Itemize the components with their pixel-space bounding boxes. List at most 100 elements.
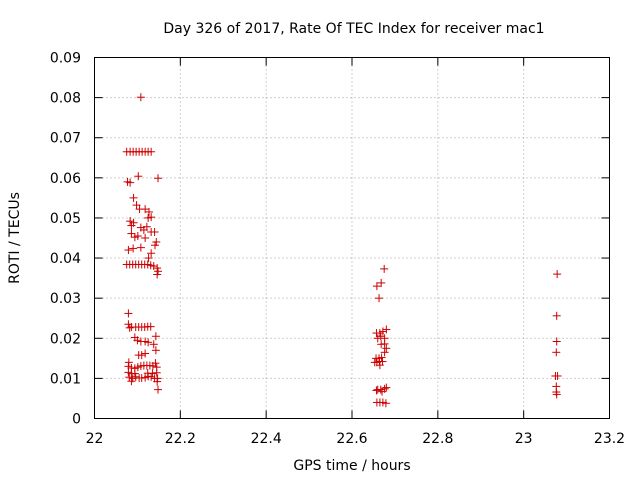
data-point [144, 213, 153, 222]
x-tick-label: 22 [86, 431, 104, 447]
y-tick: 0.06 [50, 171, 610, 187]
x-tick: 22.2 [165, 57, 196, 447]
data-point [147, 372, 156, 381]
data-point [129, 244, 138, 253]
chart-title: Day 326 of 2017, Rate Of TEC Index for r… [163, 21, 544, 37]
data-point [552, 311, 561, 320]
y-tick: 0.05 [50, 211, 610, 227]
data-point [152, 368, 161, 377]
data-point [151, 332, 160, 341]
data-point [382, 383, 391, 392]
x-tick: 23.2 [594, 57, 625, 447]
data-point [124, 246, 133, 255]
data-point [137, 351, 146, 360]
data-point [127, 377, 136, 386]
x-tick: 22.8 [422, 57, 453, 447]
data-point [376, 332, 385, 341]
x-axis-label: GPS time / hours [293, 458, 410, 474]
data-point [141, 349, 150, 358]
data-point [133, 336, 142, 345]
data-point [148, 369, 157, 378]
data-point [154, 267, 163, 276]
data-point [376, 385, 385, 394]
data-point [380, 348, 389, 357]
y-tick-label: 0 [72, 412, 81, 428]
data-point [552, 337, 561, 346]
y-tick: 0.01 [50, 371, 610, 387]
data-point [154, 174, 163, 183]
data-point [154, 385, 163, 394]
data-point [131, 372, 140, 381]
data-point [126, 178, 135, 187]
data-point [124, 309, 133, 318]
y-tick: 0.07 [50, 131, 610, 147]
x-tick-label: 22.6 [336, 431, 367, 447]
data-point [553, 270, 562, 279]
y-tick: 0.08 [50, 91, 610, 107]
y-axis: 0 0.01 0.02 0.03 0.04 0.05 0.06 0.07 0.08 0.09 [50, 51, 610, 428]
data-point [132, 201, 141, 210]
data-point [382, 325, 391, 334]
data-point [127, 229, 136, 238]
data-point [378, 327, 387, 336]
data-point [136, 93, 145, 102]
data-point [377, 353, 386, 362]
data-point [153, 270, 162, 279]
data-point [136, 243, 145, 252]
data-point [141, 234, 150, 242]
x-tick: 22.4 [251, 57, 282, 447]
grid-lines [94, 57, 610, 419]
data-point [380, 264, 389, 273]
data-point [381, 399, 390, 408]
data-point [150, 227, 159, 236]
data-point [375, 294, 384, 303]
x-tick-label: 22.8 [422, 431, 453, 447]
data-point [552, 390, 561, 399]
y-tick-label: 0.04 [50, 251, 81, 267]
x-tick-label: 22.2 [165, 431, 196, 447]
data-point [133, 231, 142, 240]
x-tick-label: 22.4 [251, 431, 282, 447]
data-point [144, 254, 153, 263]
data-point [151, 241, 160, 250]
y-tick: 0.04 [50, 251, 610, 267]
x-tick: 22 [86, 57, 104, 447]
data-point [130, 369, 139, 378]
data-point [553, 371, 562, 380]
y-tick: 0 [72, 412, 610, 428]
data-point [145, 207, 154, 216]
data-point [552, 348, 561, 357]
data-point [134, 172, 143, 181]
data-point [129, 218, 138, 227]
data-point [149, 340, 158, 349]
data-point [377, 278, 386, 287]
data-point [148, 361, 157, 370]
x-axis: 22 22.2 22.4 22.6 22.8 23 23.2 [86, 57, 625, 447]
data-point [153, 377, 162, 386]
data-point [372, 282, 381, 291]
data-point [378, 387, 387, 396]
y-tick-label: 0.02 [50, 331, 81, 347]
y-tick-label: 0.03 [50, 291, 81, 307]
data-point [380, 339, 389, 348]
data-point [152, 238, 161, 247]
y-tick-label: 0.07 [50, 131, 81, 147]
x-tick-label: 23.2 [594, 431, 625, 447]
data-point [126, 217, 135, 226]
data-point [147, 147, 156, 156]
data-point [382, 344, 391, 353]
data-point [125, 323, 134, 332]
y-tick-label: 0.01 [50, 371, 81, 387]
y-tick: 0.02 [50, 331, 610, 347]
y-tick: 0.09 [50, 51, 610, 67]
y-tick-label: 0.05 [50, 211, 81, 227]
y-tick-label: 0.06 [50, 171, 81, 187]
data-point [375, 361, 384, 370]
y-tick-label: 0.08 [50, 91, 81, 107]
y-axis-label: ROTI / TECUs [7, 192, 23, 284]
data-points [122, 93, 562, 408]
y-tick: 0.03 [50, 291, 610, 307]
data-point [147, 249, 156, 258]
y-tick-label: 0.09 [50, 51, 81, 67]
